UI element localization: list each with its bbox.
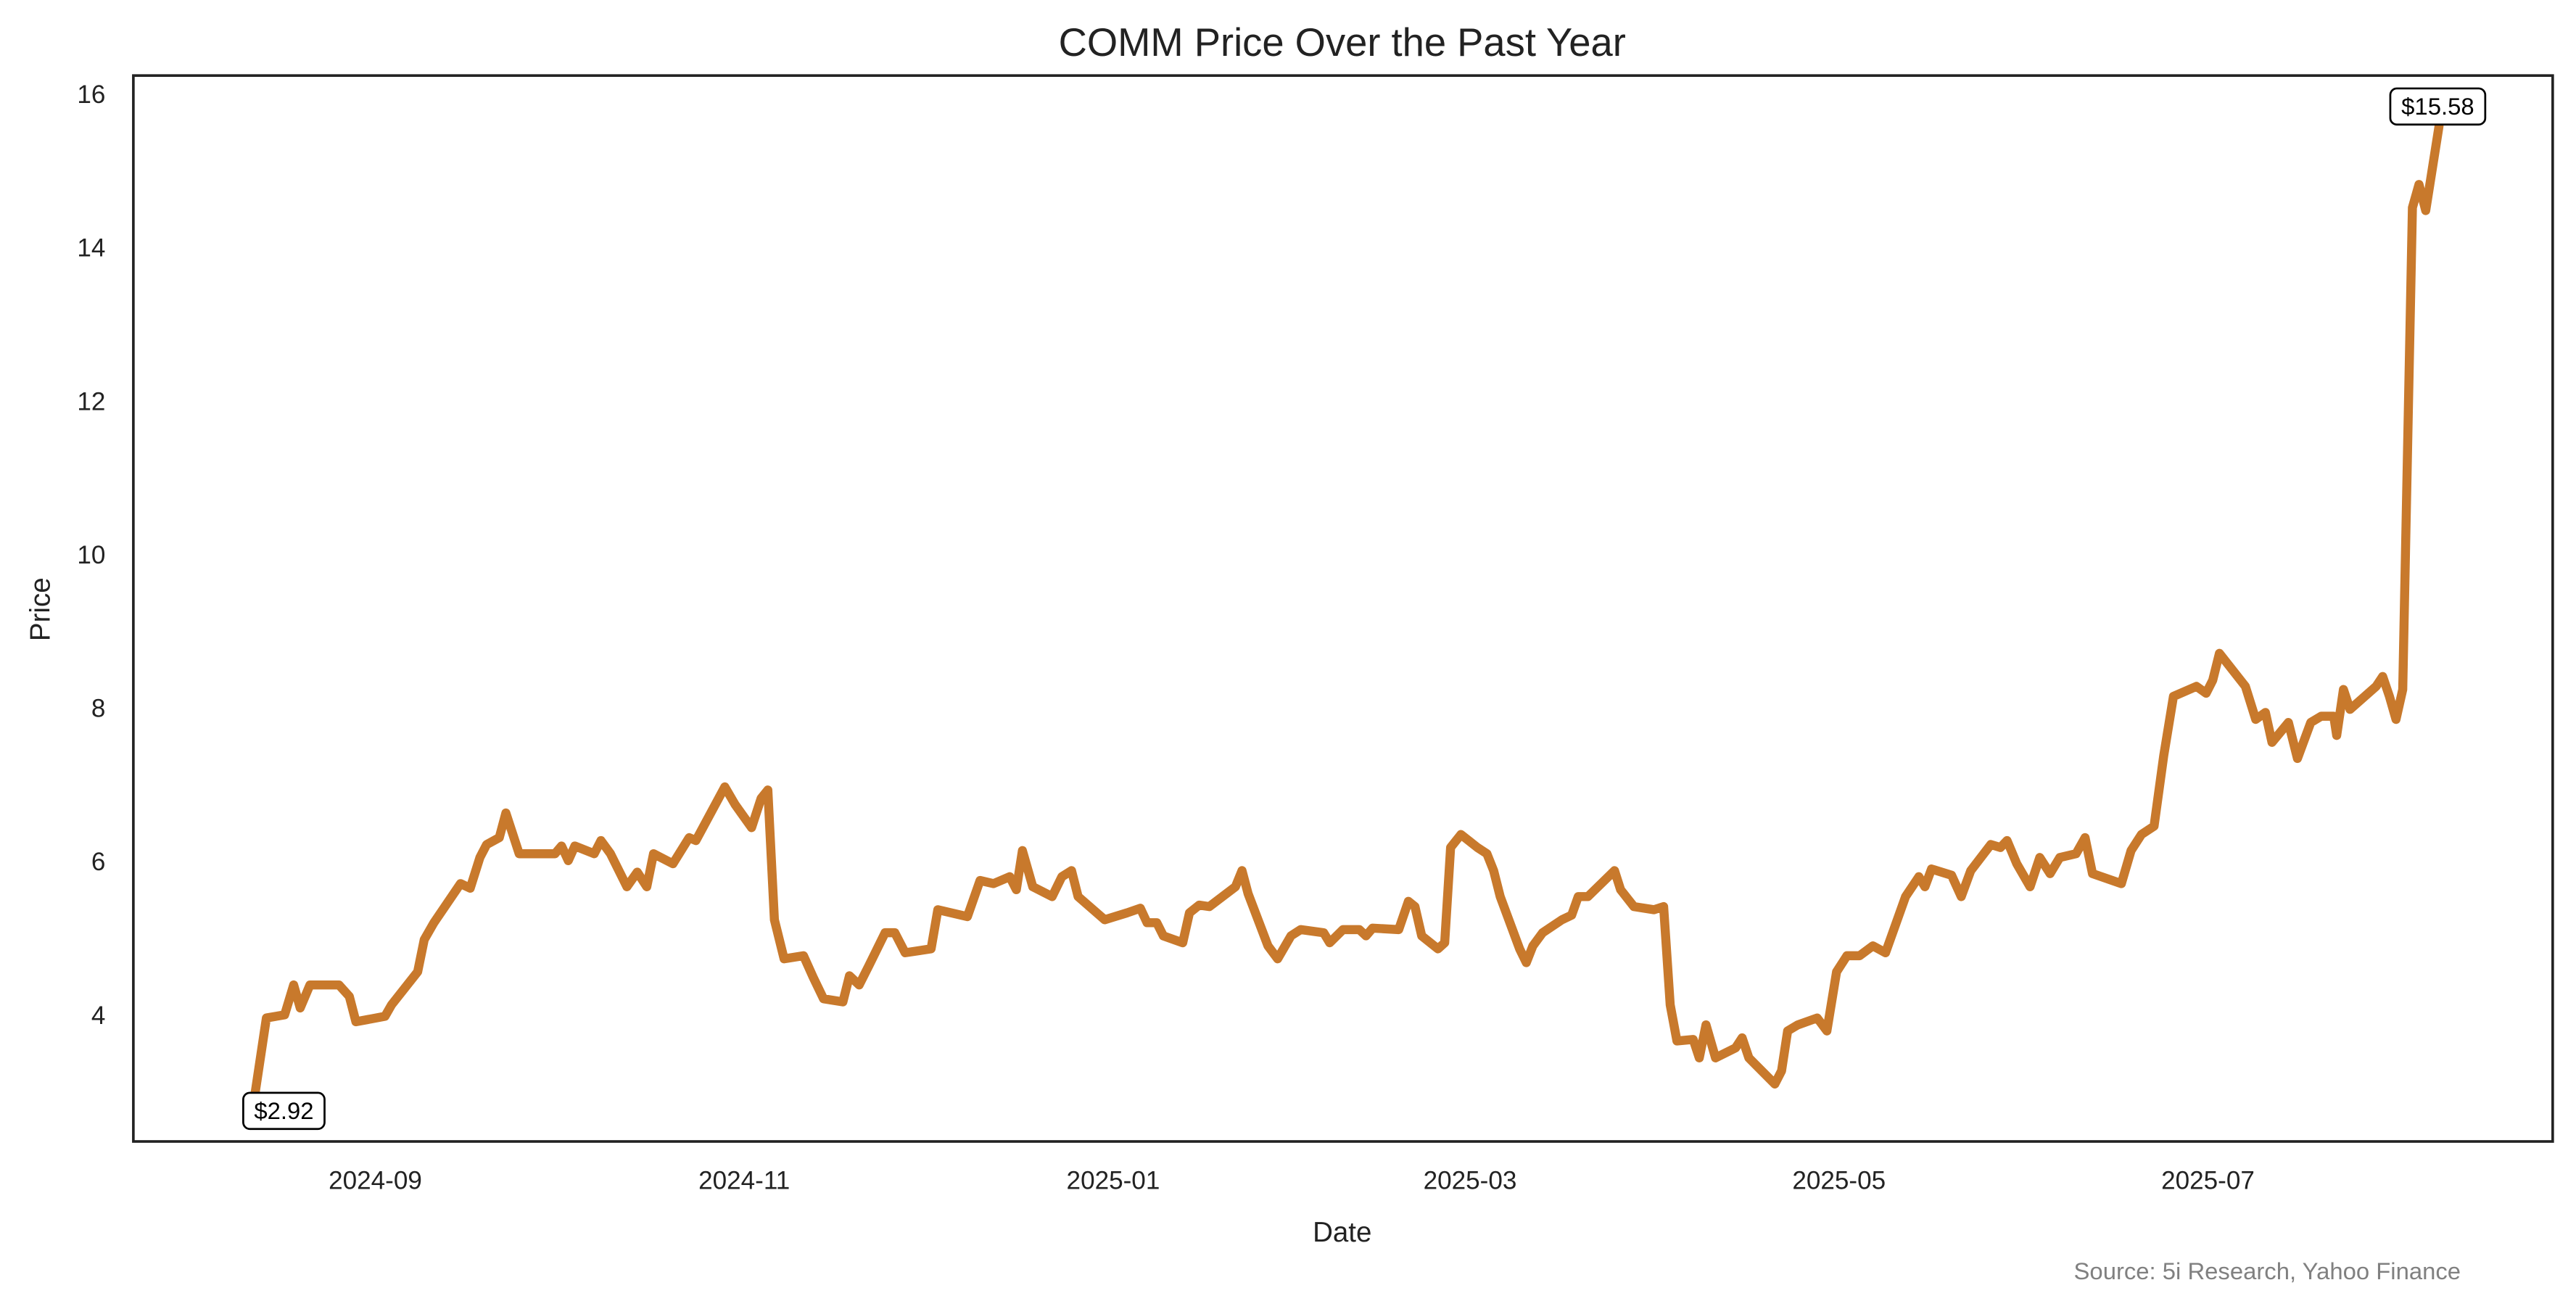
price-annotation: $2.92 xyxy=(242,1091,326,1131)
annotation-label: $15.58 xyxy=(2401,93,2474,120)
plot-frame xyxy=(132,74,2554,1143)
source-note: Source: 5i Research, Yahoo Finance xyxy=(2074,1258,2461,1284)
price-annotation: $15.58 xyxy=(2389,87,2487,126)
x-axis-label: Date xyxy=(1313,1217,1371,1248)
x-tick-label: 2025-05 xyxy=(1792,1167,1886,1195)
y-tick-label: 4 xyxy=(91,1002,106,1030)
chart-title: COMM Price Over the Past Year xyxy=(1059,20,1626,65)
annotation-box xyxy=(242,1091,326,1131)
price-line xyxy=(249,121,2444,1102)
x-tick-label: 2025-03 xyxy=(1424,1167,1517,1195)
y-tick-label: 8 xyxy=(91,695,106,723)
x-tick-label: 2025-07 xyxy=(2161,1167,2255,1195)
y-tick-label: 12 xyxy=(77,387,105,416)
annotation-label: $2.92 xyxy=(254,1097,313,1124)
x-tick-label: 2025-01 xyxy=(1067,1167,1160,1195)
x-tick-label: 2024-09 xyxy=(329,1167,422,1195)
y-axis-label: Price xyxy=(25,577,56,641)
annotation-box xyxy=(2389,87,2487,126)
y-tick-label: 6 xyxy=(91,848,106,876)
y-tick-label: 16 xyxy=(77,80,105,109)
y-tick-label: 14 xyxy=(77,234,105,263)
y-tick-label: 10 xyxy=(77,541,105,569)
x-tick-label: 2024-11 xyxy=(698,1167,790,1195)
